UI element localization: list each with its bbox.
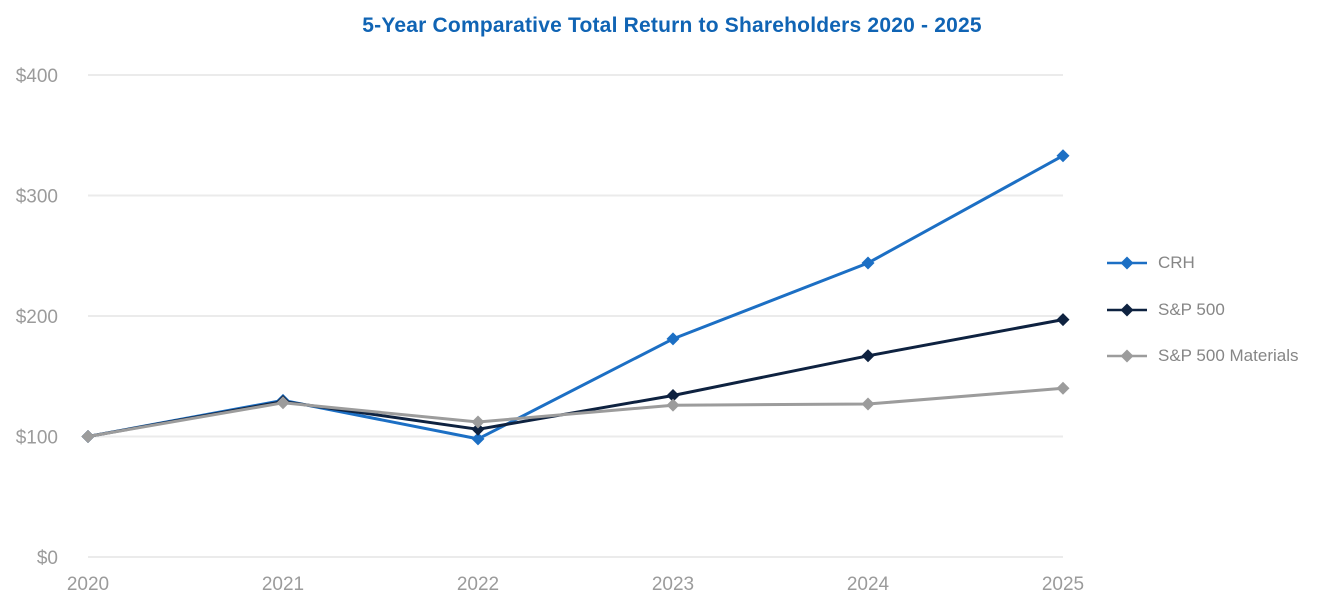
series-marker-s-p-500-materials: [471, 415, 485, 429]
y-axis-tick-label: $200: [16, 307, 58, 328]
series-marker-s-p-500-materials: [1056, 381, 1070, 395]
x-axis-tick-label: 2023: [652, 574, 694, 595]
series-marker-s-p-500-materials: [81, 430, 95, 443]
series-line-crh: [86, 154, 1065, 441]
series-marker-s-p-500: [666, 389, 680, 403]
series-marker-s-p-500-materials: [861, 397, 875, 411]
x-axis-tick-label: 2021: [262, 574, 304, 595]
series-line-s-p-500: [86, 318, 1065, 438]
x-axis-tick-label: 2022: [457, 574, 499, 595]
series-marker-crh: [1056, 149, 1070, 163]
series-marker-s-p-500: [1056, 313, 1070, 327]
series-marker-s-p-500: [861, 349, 875, 363]
x-axis-tick-label: 2025: [1042, 574, 1084, 595]
chart-title: 5-Year Comparative Total Return to Share…: [362, 14, 982, 37]
series-marker-crh: [471, 432, 485, 446]
x-axis-tick-label: 2024: [847, 574, 890, 595]
series-marker-s-p-500-materials: [276, 396, 290, 410]
y-axis-tick-label: $300: [16, 187, 58, 208]
series-marker-crh: [861, 256, 875, 270]
y-axis-tick-label: $400: [16, 66, 58, 87]
y-axis-tick-label: $0: [37, 548, 58, 569]
series-line-s-p-500-materials: [86, 386, 1065, 438]
y-axis-tick-label: $100: [16, 428, 58, 449]
series-marker-crh: [666, 332, 680, 346]
series-marker-s-p-500: [471, 422, 485, 436]
series-marker-s-p-500-materials: [666, 398, 680, 412]
x-axis-tick-label: 2020: [67, 574, 109, 595]
